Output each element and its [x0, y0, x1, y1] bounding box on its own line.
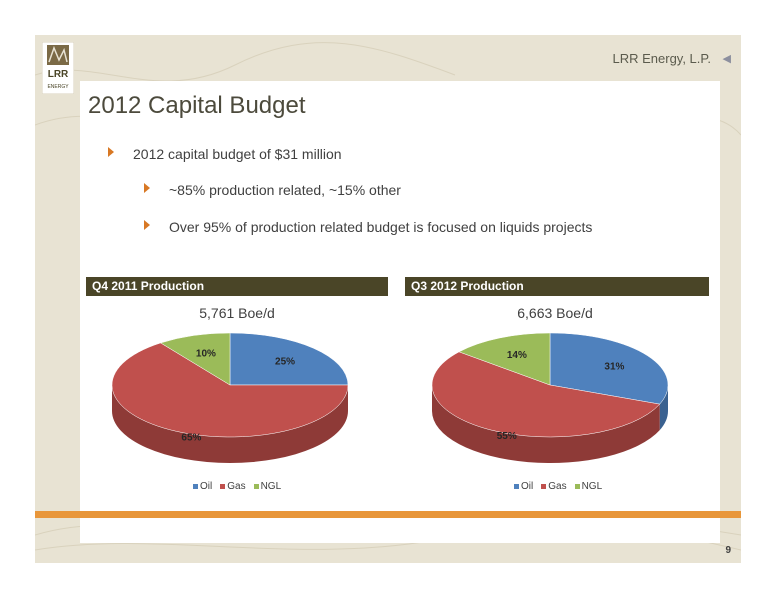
panel-header: Q3 2012 Production: [405, 277, 709, 296]
legend-label: Oil: [200, 481, 213, 492]
legend-item: Oil: [514, 481, 533, 492]
pie-side-gas: [112, 385, 348, 463]
legend-item: Gas: [220, 481, 246, 492]
slide: LRR ENERGY LRR Energy, L.P. ◀ 2012 Capit…: [35, 35, 741, 563]
pie-slice-oil: [229, 332, 349, 386]
pie-data-label: 65%: [181, 432, 201, 443]
pie-side-oil: [659, 385, 668, 431]
pie-data-label: 55%: [497, 431, 517, 442]
legend-item: NGL: [574, 481, 603, 492]
chart-title: 5,761 Boe/d: [199, 305, 275, 321]
pie-data-label: 31%: [604, 362, 624, 373]
bullet-arrow-icon: [144, 183, 150, 193]
legend-swatch: [193, 484, 198, 489]
page-number: 9: [725, 545, 731, 556]
bullet-text: 2012 capital budget of $31 million: [133, 146, 342, 162]
chart-title: 6,663 Boe/d: [517, 305, 593, 321]
bullet-arrow-icon: [144, 220, 150, 230]
legend-swatch: [220, 484, 226, 489]
pie-chart-q4-2011: 25% 65% 10%: [111, 332, 349, 463]
lrr-logo: LRR ENERGY: [42, 42, 74, 94]
legend-label: Gas: [548, 481, 567, 492]
legend-item: NGL: [253, 481, 282, 492]
legend-swatch: [541, 484, 547, 489]
legend-label: Gas: [227, 481, 246, 492]
pie-side-gas: [432, 385, 660, 463]
svg-text:ENERGY: ENERGY: [47, 84, 69, 90]
content-card: [80, 81, 720, 543]
page-title: 2012 Capital Budget: [88, 92, 306, 119]
legend-label: Oil: [521, 481, 534, 492]
pie-data-label: 25%: [275, 357, 295, 368]
svg-text:LRR: LRR: [48, 69, 69, 80]
accent-bar: [35, 511, 741, 518]
chart-legend: Oil Gas NGL: [514, 481, 606, 492]
legend-swatch: [574, 484, 580, 489]
bullet-arrow-icon: [108, 147, 114, 157]
panel-header: Q4 2011 Production: [86, 277, 388, 296]
legend-item: Oil: [193, 481, 212, 492]
pie-slice-gas: [431, 351, 661, 438]
pie-slice-ngl: [458, 332, 551, 386]
legend-item: Gas: [541, 481, 567, 492]
bullet-text: ~85% production related, ~15% other: [169, 182, 401, 198]
pie-slice-gas: [111, 342, 349, 438]
legend-label: NGL: [260, 481, 282, 492]
left-triangle-icon: ◀: [722, 53, 731, 65]
legend-swatch: [514, 484, 519, 489]
company-name: LRR Energy, L.P.: [612, 51, 711, 66]
bullet-text: Over 95% of production related budget is…: [169, 219, 593, 235]
pie-chart-q3-2012: 31% 55% 14%: [431, 332, 669, 463]
chart-legend: Oil Gas NGL: [193, 481, 285, 492]
legend-label: NGL: [581, 481, 603, 492]
pie-slice-oil: [549, 332, 669, 405]
pie-data-label: 10%: [196, 348, 216, 359]
legend-swatch: [253, 484, 259, 489]
pie-data-label: 14%: [507, 350, 527, 361]
pie-slice-ngl: [160, 332, 231, 386]
